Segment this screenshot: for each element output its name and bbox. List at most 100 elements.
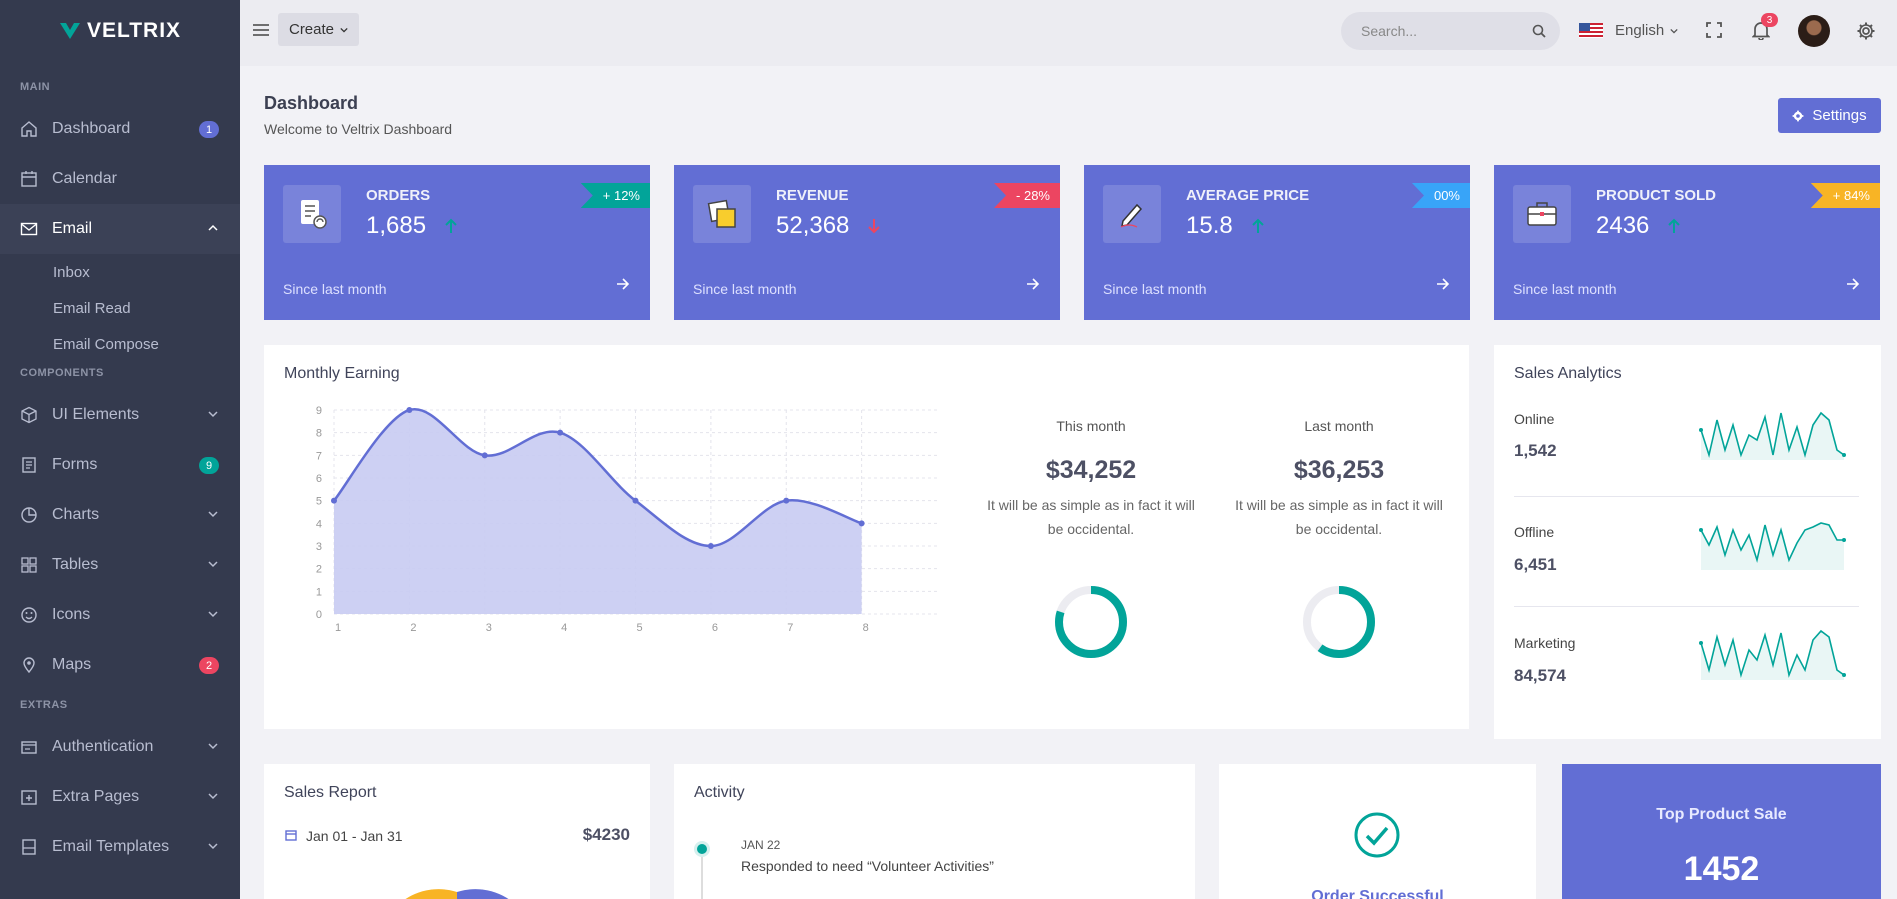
order-status-text: Order Successful <box>1311 888 1444 899</box>
language-selector[interactable]: English <box>1579 22 1678 39</box>
stat-card-product-sold[interactable]: Product Sold 2436 + 84% Since last month <box>1494 165 1880 320</box>
data-point <box>707 543 714 549</box>
hamburger-menu-icon[interactable] <box>252 22 270 38</box>
analytics-item-name: Offline <box>1514 524 1555 540</box>
sidebar-item-ui-elements[interactable]: UI Elements <box>0 390 240 440</box>
sidebar-item-dashboard[interactable]: Dashboard 1 <box>0 104 240 154</box>
arrow-up-icon <box>1668 218 1681 233</box>
this-month-value: $34,252 <box>1045 456 1137 484</box>
divider <box>1514 496 1859 497</box>
stat-card-orders[interactable]: Orders 1,685 + 12% Since last month <box>264 165 650 320</box>
form-icon <box>22 457 36 473</box>
sidebar-item-forms[interactable]: Forms 9 <box>0 440 240 490</box>
cube-icon <box>21 406 37 424</box>
activity-title: Activity <box>694 784 745 801</box>
sidebar-item-email[interactable]: Email <box>0 204 240 254</box>
y-tick-label: 4 <box>316 518 322 530</box>
stat-change-badge: + 12% <box>580 183 650 208</box>
sidebar-item-authentication[interactable]: Authentication <box>0 722 240 772</box>
stat-value: 2436 <box>1596 212 1650 239</box>
last-month-donut <box>1303 586 1375 658</box>
fullscreen-icon[interactable] <box>1705 21 1723 39</box>
veltrix-logo-icon <box>59 23 80 39</box>
offline-sparkline <box>1699 522 1846 570</box>
create-dropdown-button[interactable]: Create <box>278 13 359 46</box>
data-point <box>481 452 488 459</box>
sidebar-item-charts[interactable]: Charts <box>0 490 240 540</box>
y-tick-label: 8 <box>316 428 322 440</box>
stat-value: 1,685 <box>366 212 427 239</box>
search-icon[interactable] <box>1532 24 1546 38</box>
sidebar-item-icons[interactable]: Icons <box>0 590 240 640</box>
sidebar-item-calendar[interactable]: Calendar <box>0 154 240 204</box>
section-main: MAIN <box>20 81 51 93</box>
stat-card-average-price[interactable]: Average Price 15.8 00% Since last month <box>1084 165 1470 320</box>
gear-icon <box>1792 110 1804 121</box>
sales-report-range: Jan 01 - Jan 31 <box>306 828 403 844</box>
data-point <box>557 429 564 436</box>
activity-text: Responded to need “Volunteer Activities” <box>741 858 994 874</box>
user-avatar[interactable] <box>1798 15 1830 47</box>
top-product-title: Top Product Sale <box>1656 806 1787 823</box>
stat-card-revenue[interactable]: Revenue 52,368 - 28% Since last month <box>674 165 1060 320</box>
sales-analytics-card: Sales Analytics Online 1,542 Offline 6,4… <box>1494 345 1881 739</box>
arrow-down-icon <box>868 219 881 234</box>
this-month-desc: It will be as simple as in fact it will … <box>987 497 1195 537</box>
arrow-right-icon[interactable] <box>1026 277 1040 291</box>
stat-since: Since last month <box>1103 281 1207 297</box>
sidebar-subitem-email-compose[interactable]: Email Compose <box>53 335 159 353</box>
sidebar-item-label: Email <box>52 220 93 237</box>
search-input[interactable]: Search... <box>1341 12 1560 50</box>
sidebar-subitem-inbox[interactable]: Inbox <box>53 263 90 281</box>
chevron-up-icon <box>208 224 218 231</box>
brand-logo[interactable]: VELTRIX <box>0 0 240 62</box>
y-tick-label: 5 <box>316 496 322 508</box>
sidebar-item-label: Dashboard <box>52 120 131 137</box>
template-icon <box>22 839 36 855</box>
x-tick-label: 7 <box>787 622 793 634</box>
stat-since: Since last month <box>1513 281 1617 297</box>
data-point <box>858 520 865 527</box>
sidebar-subitem-email-read[interactable]: Email Read <box>53 299 131 317</box>
sales-report-title: Sales Report <box>284 784 377 801</box>
settings-label: Settings <box>1812 107 1867 124</box>
last-month-value: $36,253 <box>1293 456 1385 484</box>
search-placeholder: Search... <box>1361 23 1418 39</box>
forms-badge: 9 <box>199 457 219 474</box>
settings-button[interactable]: Settings <box>1778 98 1881 133</box>
data-point <box>783 497 790 504</box>
briefcase-icon <box>1513 185 1571 243</box>
sidebar-item-label: Charts <box>52 506 100 523</box>
arrow-right-icon[interactable] <box>1846 277 1860 291</box>
x-tick-label: 1 <box>335 622 341 634</box>
this-month-label: This month <box>1056 418 1126 434</box>
divider <box>1514 606 1859 607</box>
arrow-right-icon[interactable] <box>616 277 630 291</box>
data-point <box>632 497 639 504</box>
area-fill <box>334 409 862 614</box>
analytics-item-name: Marketing <box>1514 635 1576 651</box>
chevron-down-icon <box>208 743 218 750</box>
sidebar-item-label: Forms <box>52 456 98 473</box>
sidebar-item-maps[interactable]: Maps 2 <box>0 640 240 690</box>
arrow-right-icon[interactable] <box>1436 277 1450 291</box>
last-month-label: Last month <box>1304 418 1374 434</box>
dashboard-badge: 1 <box>199 121 219 138</box>
sidebar-item-email-templates[interactable]: Email Templates <box>0 822 240 872</box>
sidebar-item-extra-pages[interactable]: Extra Pages <box>0 772 240 822</box>
sales-report-card: Sales Report Jan 01 - Jan 31 $4230 <box>264 764 650 899</box>
stat-since: Since last month <box>693 281 797 297</box>
envelope-icon <box>20 222 38 236</box>
top-product-card: Top Product Sale 1452 <box>1562 764 1881 899</box>
chevron-down-icon <box>208 561 218 568</box>
revenue-icon <box>693 185 751 243</box>
x-tick-label: 4 <box>561 622 567 634</box>
sidebar-item-tables[interactable]: Tables <box>0 540 240 590</box>
marketing-sparkline <box>1699 629 1846 680</box>
add-page-icon <box>21 790 37 805</box>
notification-count-badge: 3 <box>1761 13 1778 27</box>
smiley-icon <box>21 607 37 623</box>
stat-label: Orders <box>366 187 431 204</box>
sales-report-donut <box>405 889 509 899</box>
gear-icon[interactable] <box>1856 21 1876 41</box>
